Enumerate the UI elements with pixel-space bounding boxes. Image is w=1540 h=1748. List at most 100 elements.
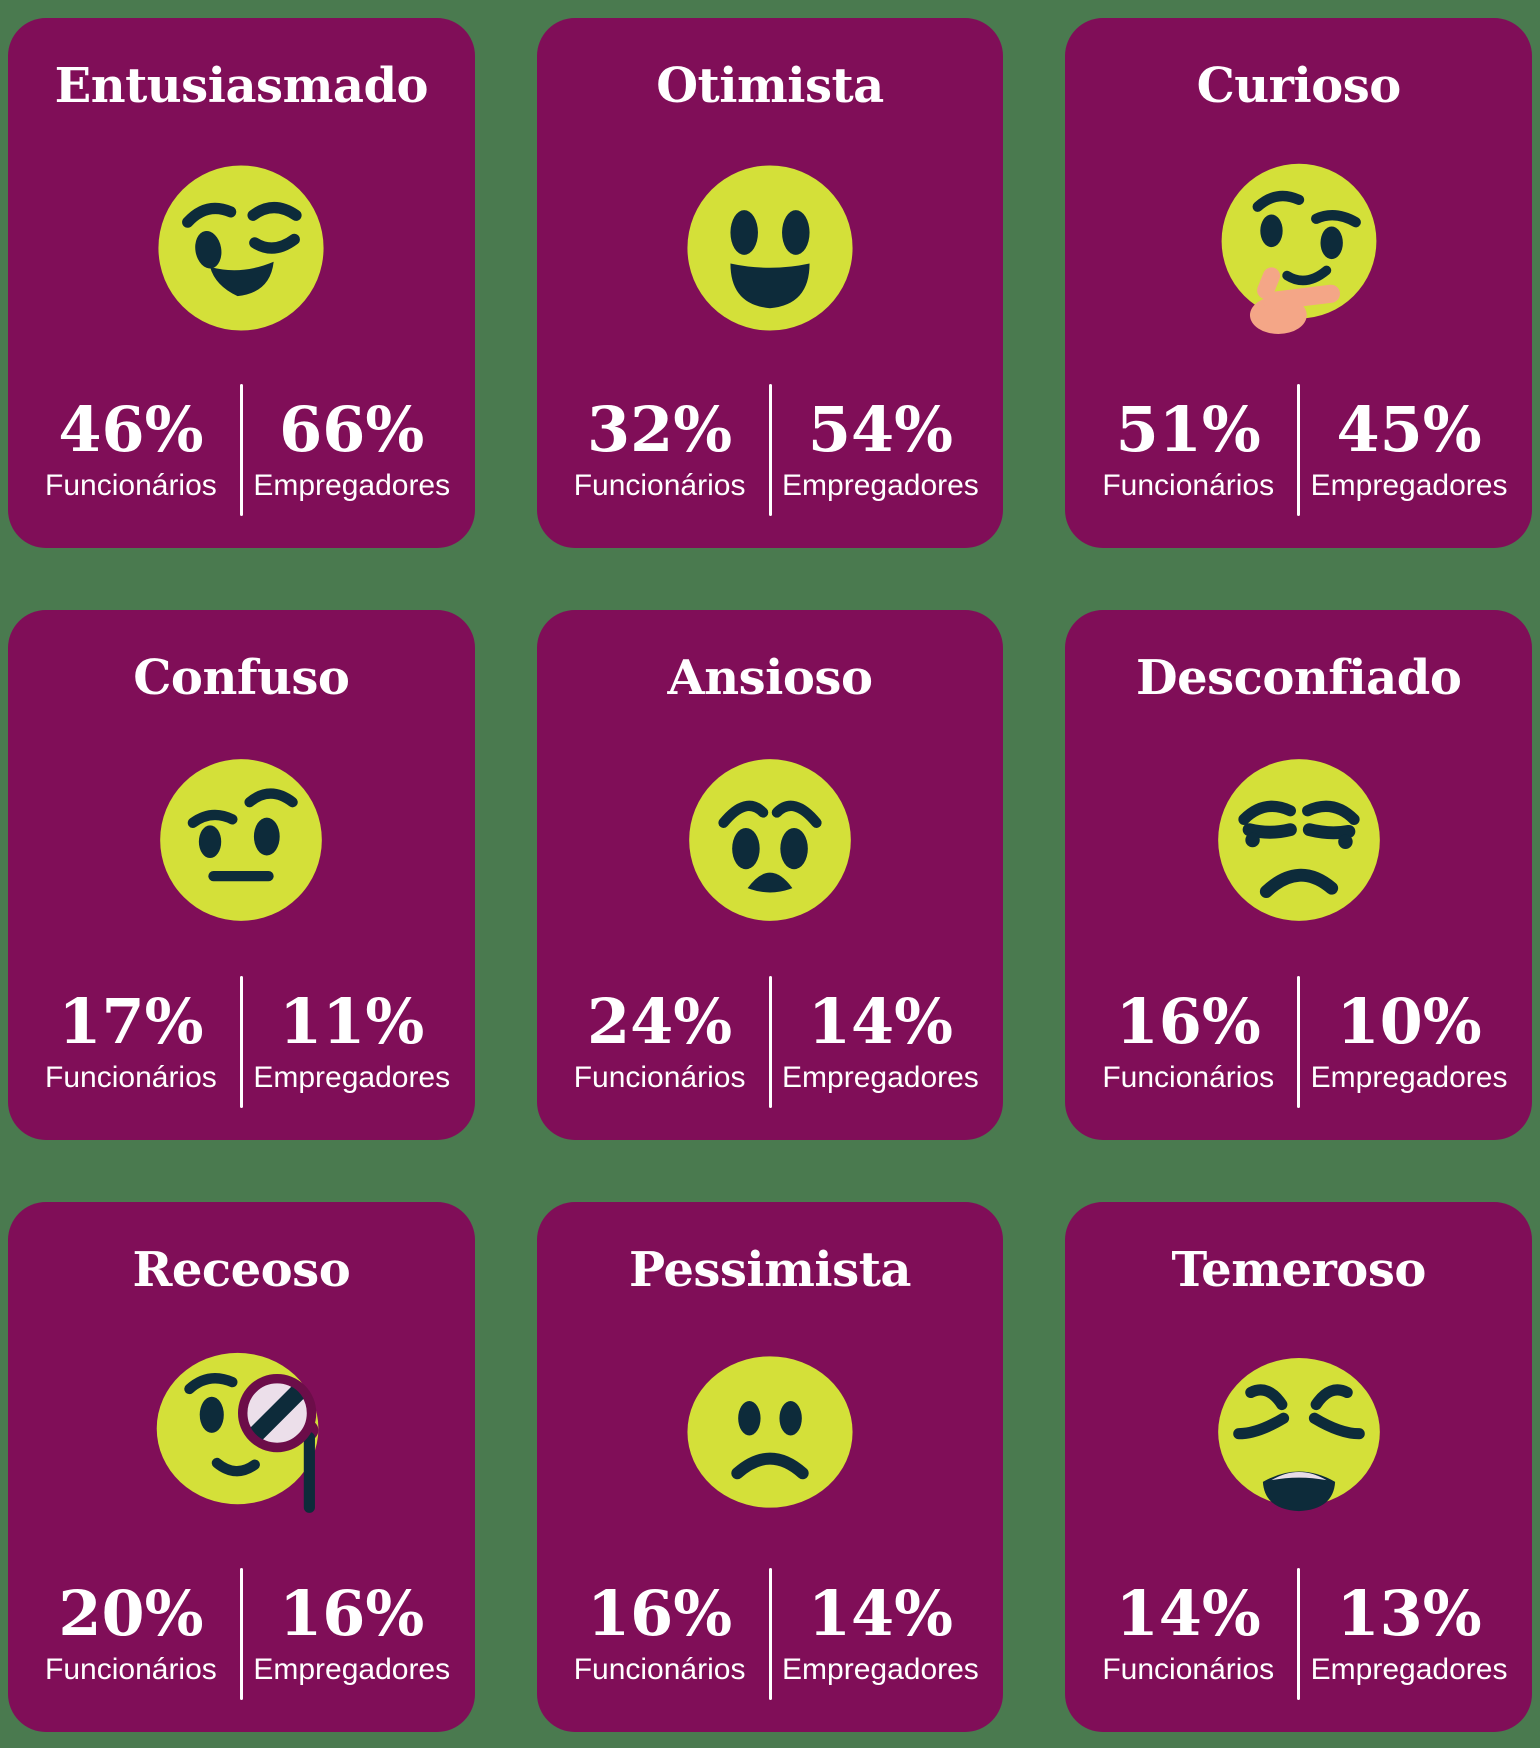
card-title: Desconfiado xyxy=(1135,650,1462,706)
employers-percent: 14% xyxy=(807,1576,954,1650)
employees-label: Funcionários xyxy=(573,1652,746,1686)
employees-stat: 17% Funcionários xyxy=(22,984,240,1094)
employers-label: Empregadores xyxy=(782,1652,979,1686)
employees-label: Funcionários xyxy=(573,468,746,502)
stat-divider xyxy=(768,1568,772,1700)
stat-divider xyxy=(1297,976,1301,1108)
employees-percent: 51% xyxy=(1115,392,1261,466)
employees-label: Funcionários xyxy=(45,1652,217,1686)
grinning-face-icon xyxy=(684,113,856,384)
worried-face-icon xyxy=(684,705,856,976)
employers-percent: 11% xyxy=(279,984,425,1058)
employees-label: Funcionários xyxy=(1102,1652,1275,1686)
card-stats: 20% Funcionários 16% Empregadores xyxy=(8,1568,475,1700)
stat-divider xyxy=(239,976,243,1108)
employees-label: Funcionários xyxy=(1102,468,1275,502)
employees-label: Funcionários xyxy=(573,1060,746,1094)
employers-stat: 66% Empregadores xyxy=(243,392,461,502)
employers-stat: 14% Empregadores xyxy=(772,984,990,1094)
employers-percent: 45% xyxy=(1336,392,1482,466)
employees-stat: 14% Funcionários xyxy=(1079,1576,1297,1686)
monocle-face-icon xyxy=(155,1297,327,1568)
card-title: Receoso xyxy=(132,1242,351,1298)
employers-stat: 14% Empregadores xyxy=(772,1576,990,1686)
card-entusiasmado: Entusiasmado 46% Funcionários 66% Empreg… xyxy=(8,18,475,548)
employees-stat: 16% Funcionários xyxy=(1079,984,1297,1094)
employers-label: Empregadores xyxy=(1310,1652,1508,1686)
employers-label: Empregadores xyxy=(782,1060,979,1094)
card-stats: 14% Funcionários 13% Empregadores xyxy=(1065,1568,1532,1700)
employers-percent: 16% xyxy=(279,1576,425,1650)
employers-label: Empregadores xyxy=(253,1652,451,1686)
card-pessimista: Pessimista 16% Funcionários 14% Empregad… xyxy=(536,1202,1004,1732)
card-otimista: Otimista 32% Funcionários 54% Empregador… xyxy=(536,18,1004,548)
employees-percent: 46% xyxy=(58,392,204,466)
employees-stat: 46% Funcionários xyxy=(22,392,240,502)
card-stats: 32% Funcionários 54% Empregadores xyxy=(537,384,1004,516)
card-title: Pessimista xyxy=(629,1242,911,1298)
thinking-face-icon xyxy=(1213,113,1385,384)
card-title: Entusiasmado xyxy=(54,58,429,114)
employers-stat: 11% Empregadores xyxy=(243,984,461,1094)
card-stats: 46% Funcionários 66% Empregadores xyxy=(8,384,475,516)
employees-percent: 16% xyxy=(1115,984,1261,1058)
employees-percent: 32% xyxy=(586,392,733,466)
employers-label: Empregadores xyxy=(1310,468,1508,502)
employees-label: Funcionários xyxy=(45,468,217,502)
card-stats: 17% Funcionários 11% Empregadores xyxy=(8,976,475,1108)
employees-percent: 20% xyxy=(58,1576,204,1650)
card-title: Ansioso xyxy=(667,650,873,706)
employees-percent: 24% xyxy=(586,984,733,1058)
employers-stat: 13% Empregadores xyxy=(1300,1576,1518,1686)
stat-divider xyxy=(239,1568,243,1700)
stat-divider xyxy=(239,384,243,516)
employees-label: Funcionários xyxy=(1102,1060,1275,1094)
employers-percent: 10% xyxy=(1336,984,1482,1058)
card-desconfiado: Desconfiado 16% Funcionários 10% Empreg xyxy=(1065,610,1532,1140)
employers-percent: 13% xyxy=(1336,1576,1482,1650)
persevering-face-icon xyxy=(1213,1297,1385,1568)
employers-stat: 10% Empregadores xyxy=(1300,984,1518,1094)
employers-stat: 16% Empregadores xyxy=(243,1576,461,1686)
card-ansioso: Ansioso 24% Funcionários 14% Empregadore… xyxy=(536,610,1004,1140)
stat-divider xyxy=(768,976,772,1108)
employers-label: Empregadores xyxy=(253,1060,451,1094)
employers-label: Empregadores xyxy=(1310,1060,1508,1094)
card-title: Otimista xyxy=(656,58,884,114)
card-temeroso: Temeroso 14% Funcionários 13% Empregador… xyxy=(1065,1202,1532,1732)
employers-stat: 54% Empregadores xyxy=(772,392,990,502)
card-receoso: Receoso 20% Funcionários xyxy=(8,1202,475,1732)
employers-stat: 45% Empregadores xyxy=(1300,392,1518,502)
employees-stat: 32% Funcionários xyxy=(551,392,769,502)
raised-eyebrow-face-icon xyxy=(155,705,327,976)
card-title: Temeroso xyxy=(1171,1242,1426,1298)
card-title: Confuso xyxy=(133,650,350,706)
employees-percent: 17% xyxy=(58,984,204,1058)
employees-stat: 16% Funcionários xyxy=(551,1576,769,1686)
employees-stat: 24% Funcionários xyxy=(551,984,769,1094)
employers-percent: 66% xyxy=(279,392,425,466)
card-title: Curioso xyxy=(1196,58,1402,114)
employers-label: Empregadores xyxy=(253,468,451,502)
card-confuso: Confuso 17% Funcionários 11% Empregadore… xyxy=(8,610,475,1140)
employers-label: Empregadores xyxy=(782,468,979,502)
unamused-face-icon xyxy=(1213,705,1385,976)
card-stats: 51% Funcionários 45% Empregadores xyxy=(1065,384,1532,516)
card-stats: 16% Funcionários 14% Empregadores xyxy=(537,1568,1004,1700)
stat-divider xyxy=(1297,1568,1301,1700)
employees-percent: 16% xyxy=(586,1576,733,1650)
stat-divider xyxy=(768,384,772,516)
winking-face-icon xyxy=(155,113,327,384)
card-curioso: Curioso 51% Funcionários 45% E xyxy=(1065,18,1532,548)
employees-stat: 51% Funcionários xyxy=(1079,392,1297,502)
employers-percent: 54% xyxy=(807,392,954,466)
employees-label: Funcionários xyxy=(45,1060,217,1094)
stat-divider xyxy=(1297,384,1301,516)
frowning-face-icon xyxy=(684,1297,856,1568)
employees-stat: 20% Funcionários xyxy=(22,1576,240,1686)
card-stats: 16% Funcionários 10% Empregadores xyxy=(1065,976,1532,1108)
employees-percent: 14% xyxy=(1115,1576,1261,1650)
employers-percent: 14% xyxy=(807,984,954,1058)
card-stats: 24% Funcionários 14% Empregadores xyxy=(537,976,1004,1108)
